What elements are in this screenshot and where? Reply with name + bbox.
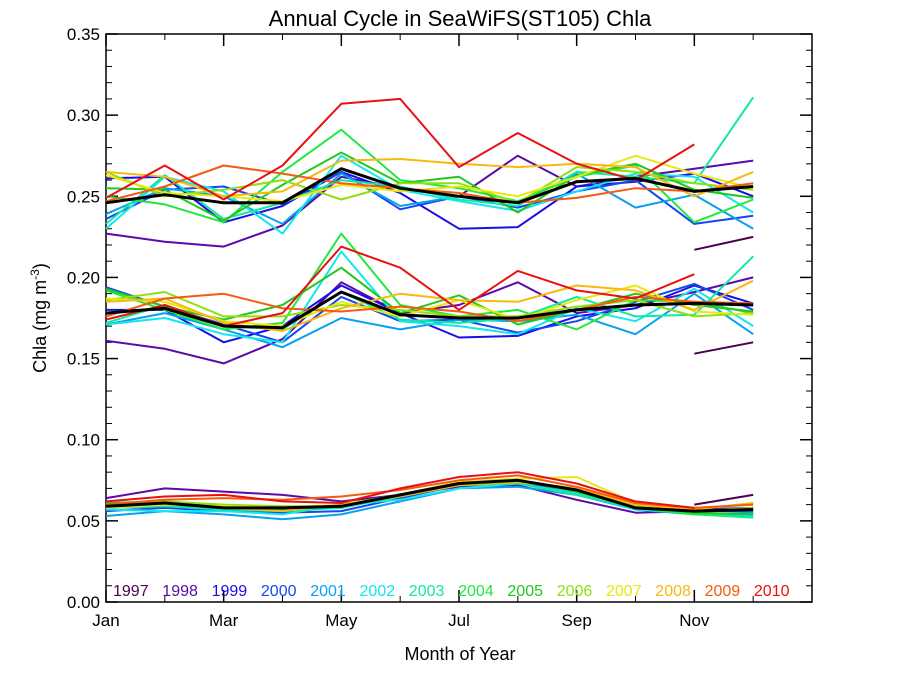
series-lines: [105, 96, 755, 521]
legend-entry-2007: 2007: [606, 583, 642, 600]
y-axis-label-main: Chla (mg m: [30, 280, 50, 373]
series-line-1997-middle: [694, 341, 754, 355]
series-line-2006-middle: [105, 291, 754, 318]
series-line-2005-upper: [105, 151, 754, 222]
y-tick-label: 0.00: [67, 593, 100, 612]
x-axis: Jan Mar May Jul Sep Nov: [92, 34, 754, 630]
chart-title: Annual Cycle in SeaWiFS(ST105) Chla: [269, 6, 652, 31]
series-line-mean-upper: [105, 167, 754, 205]
legend-entry-2009: 2009: [705, 583, 741, 600]
legend-entry-2005: 2005: [507, 583, 543, 600]
series-line-1997-upper: [694, 235, 754, 251]
legend-entry-2000: 2000: [261, 583, 297, 600]
series-line-2009-upper: [105, 164, 754, 204]
series-line-mean-middle: [105, 290, 754, 330]
legend-entry-2001: 2001: [310, 583, 346, 600]
series-line-2010-upper: [105, 97, 695, 201]
series-line-2010-lower: [105, 471, 695, 509]
series-line-1997-lower: [694, 493, 754, 506]
series-line-2007-upper: [105, 154, 754, 203]
y-axis-label-close: ): [30, 263, 50, 269]
legend-entry-2010: 2010: [754, 583, 790, 600]
y-tick-label: 0.15: [67, 350, 100, 369]
legend-entry-2002: 2002: [360, 583, 396, 600]
y-tick-label: 0.25: [67, 187, 100, 206]
legend-entry-2008: 2008: [655, 583, 691, 600]
y-axis-label: Chla (mg m-3): [28, 263, 50, 373]
y-tick-label: 0.10: [67, 431, 100, 450]
series-line-2004-middle: [105, 232, 754, 331]
y-tick-label: 0.05: [67, 512, 100, 531]
x-axis-label: Month of Year: [404, 644, 515, 664]
y-axis: 0.00 0.05 0.10 0.15 0.20 0.25 0.30 0.35: [67, 25, 812, 612]
x-tick-label: Sep: [562, 611, 592, 630]
legend-entry-2004: 2004: [458, 583, 494, 600]
legend: 1997 1998 1999 2000 2001 2002 2003 2004 2005 2006…: [113, 583, 790, 600]
series-line-2009-lower: [105, 474, 754, 509]
x-tick-label: May: [325, 611, 358, 630]
series-line-2009-middle: [105, 292, 754, 323]
x-tick-label: Jul: [448, 611, 470, 630]
x-tick-label: Nov: [679, 611, 710, 630]
x-tick-label: Mar: [209, 611, 239, 630]
legend-entry-1999: 1999: [212, 583, 248, 600]
legend-entry-2006: 2006: [557, 583, 593, 600]
y-axis-label-superscript: -3: [28, 269, 42, 280]
legend-entry-1998: 1998: [162, 583, 198, 600]
series-line-mean-lower: [105, 478, 754, 513]
series-line-2000-upper: [105, 170, 754, 225]
x-tick-label: Jan: [92, 611, 119, 630]
y-tick-label: 0.35: [67, 25, 100, 44]
series-line-2002-lower: [105, 482, 754, 517]
legend-entry-2003: 2003: [409, 583, 445, 600]
y-tick-label: 0.20: [67, 268, 100, 287]
y-tick-label: 0.30: [67, 106, 100, 125]
legend-entry-1997: 1997: [113, 583, 149, 600]
